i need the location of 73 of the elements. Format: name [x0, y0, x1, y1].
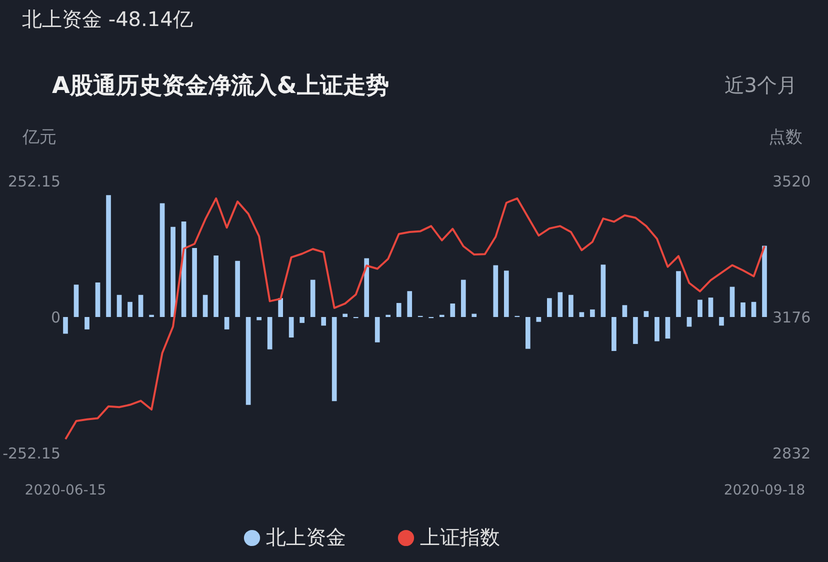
y-tick-label: -252.15 [2, 444, 60, 462]
y-tick-label: 252.15 [8, 172, 60, 190]
bar [288, 317, 294, 338]
y-axis-title: 亿元 [22, 128, 56, 148]
bar [676, 271, 681, 317]
bar [654, 317, 660, 342]
bar [63, 317, 68, 334]
bar [579, 312, 584, 317]
bar [138, 294, 144, 317]
text: 近3个月 [724, 73, 797, 97]
bar [472, 314, 477, 317]
bar [74, 284, 79, 317]
bar [407, 291, 412, 317]
bar [686, 317, 692, 327]
bar [116, 294, 122, 317]
y2-axis-title: 点数 [768, 128, 802, 148]
y2-tick-label: 2832 [772, 444, 811, 462]
bar [450, 304, 456, 317]
bar [708, 298, 714, 317]
bar [106, 195, 111, 317]
bar [612, 317, 616, 351]
bar [202, 294, 208, 317]
bar [558, 292, 563, 317]
bar [342, 314, 348, 317]
line-series [64, 197, 766, 440]
bar [235, 260, 240, 317]
bar [762, 246, 767, 317]
bar [224, 317, 230, 330]
bar [160, 203, 165, 317]
chart-title: A股通历史资金净流入&上证走势 [52, 72, 389, 99]
bar [622, 305, 628, 317]
bar [84, 317, 90, 330]
bar [740, 302, 746, 317]
bar [321, 317, 326, 326]
text: 北上资金 -48.14亿 [22, 7, 193, 31]
bar [525, 317, 530, 349]
bar [644, 311, 649, 317]
bar [536, 317, 542, 322]
bar [730, 286, 735, 317]
y-tick-label: 0 [50, 308, 60, 326]
bar [460, 280, 466, 317]
bar [267, 317, 272, 350]
bar [568, 294, 574, 317]
legend-label: 北上资金 [266, 525, 346, 549]
bar [332, 317, 337, 402]
x-tick-label: 2020-09-18 [724, 482, 806, 498]
bar [256, 317, 262, 320]
bar [493, 265, 498, 317]
legend-label: 上证指数 [420, 525, 500, 549]
bar [719, 317, 724, 326]
bar [246, 317, 251, 405]
y2-tick-label: 3176 [772, 308, 811, 326]
bar [192, 248, 197, 317]
bar [128, 302, 132, 317]
bar [374, 317, 380, 342]
bar [214, 256, 218, 317]
bar [633, 317, 638, 344]
bar [600, 264, 606, 317]
x-tick-label: 2020-06-15 [24, 482, 106, 498]
bar [665, 317, 670, 339]
bar [547, 298, 552, 317]
bar [278, 298, 283, 317]
bar [396, 302, 402, 317]
bar [310, 280, 316, 317]
bar [300, 317, 305, 323]
bar [504, 270, 509, 317]
bar [364, 258, 370, 317]
bar [698, 300, 702, 317]
y2-tick-label: 3520 [772, 172, 811, 190]
bar [95, 282, 100, 317]
bar [751, 302, 756, 317]
bar [590, 309, 595, 317]
bar [170, 226, 176, 317]
